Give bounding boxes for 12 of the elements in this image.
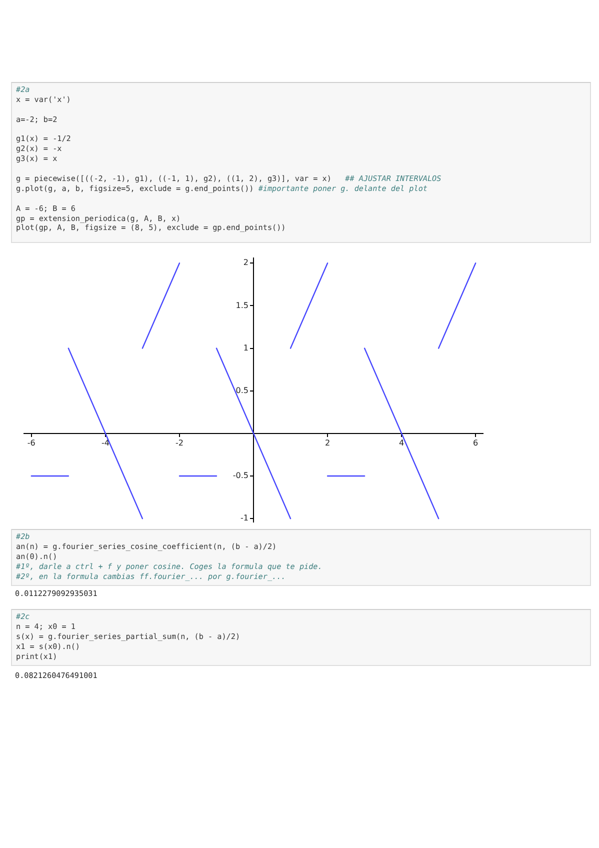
x-tick-label: 6 — [473, 438, 478, 448]
y-tick-label: 2 — [243, 258, 248, 268]
y-tick-label: -0.5 — [232, 471, 248, 480]
y-tick-label: 1.5 — [236, 301, 248, 310]
x-tick-label: 2 — [324, 438, 330, 448]
x-tick-label: -6 — [27, 438, 36, 448]
x-tick-label: -2 — [175, 438, 184, 448]
x-tick-label: -4 — [101, 438, 110, 448]
y-tick-label: -1 — [240, 514, 248, 524]
y-tick-label: 1 — [243, 344, 248, 353]
y-tick-label: 0.5 — [236, 386, 248, 396]
x-tick-label: 4 — [399, 438, 404, 448]
